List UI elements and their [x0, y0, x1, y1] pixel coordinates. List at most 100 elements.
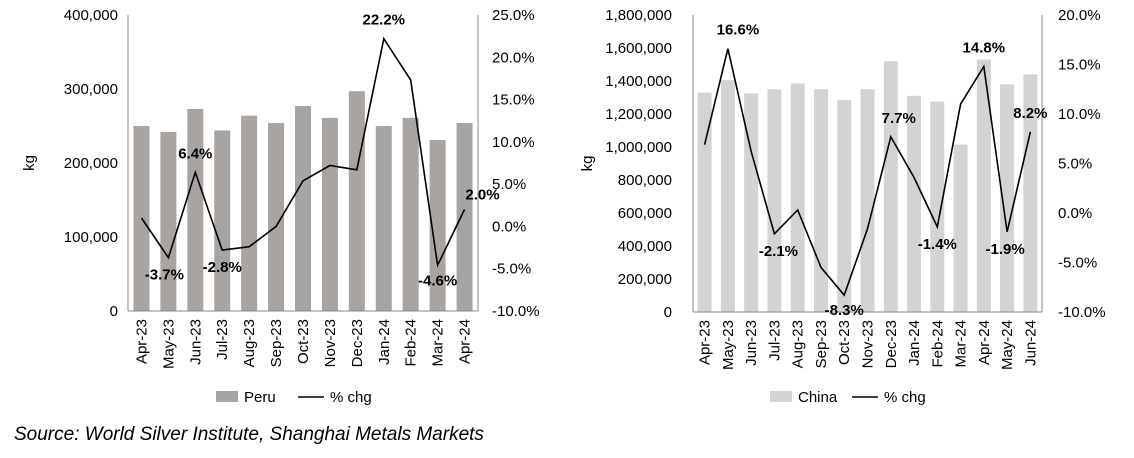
bar	[930, 101, 945, 312]
left-tick-label: 1,000,000	[605, 139, 672, 156]
left-tick-label: 1,800,000	[605, 7, 672, 24]
left-tick-label: 200,000	[64, 155, 118, 172]
left-tick-label: 1,600,000	[605, 40, 672, 57]
bar	[790, 83, 805, 312]
category-label: Nov-23	[322, 319, 339, 367]
point-label: -3.7%	[145, 267, 184, 284]
bar	[837, 99, 852, 312]
category-label: Jun-23	[187, 319, 204, 365]
legend-swatch-bar	[216, 391, 238, 402]
right-tick-label: -5.0%	[1058, 255, 1097, 272]
category-label: Apr-23	[133, 319, 150, 364]
bar	[456, 123, 473, 311]
category-label: Feb-24	[929, 320, 946, 368]
bar	[268, 123, 285, 311]
bar	[976, 59, 991, 312]
category-label: May-23	[160, 319, 177, 369]
right-tick-label: 5.0%	[1058, 156, 1092, 173]
bar	[429, 140, 446, 311]
point-label: -1.4%	[918, 236, 957, 253]
category-label: May-23	[720, 320, 737, 370]
bar	[214, 130, 231, 311]
right-tick-label: 5.0%	[492, 176, 526, 193]
category-label: Dec-23	[349, 319, 366, 367]
right-tick-label: -5.0%	[492, 261, 531, 278]
charts-canvas: 0 100,000 200,000 300,000 400,000 -10.0% -5.0%…	[21, 7, 1106, 406]
category-label: Aug-23	[241, 319, 258, 367]
point-label: -1.9%	[986, 241, 1025, 258]
bar	[187, 108, 204, 311]
category-label: Feb-24	[403, 319, 420, 367]
bar	[813, 89, 828, 312]
pct-change-line	[703, 48, 1032, 297]
point-label: -4.6%	[418, 272, 457, 289]
source-note: Source: World Silver Institute, Shanghai…	[14, 424, 484, 445]
category-label: Jul-23	[766, 320, 783, 361]
left-tick-label: 400,000	[618, 238, 672, 255]
right-tick-label: 0.0%	[492, 218, 526, 235]
legend-label-line: % chg	[330, 389, 372, 406]
category-label: Oct-23	[295, 319, 312, 364]
category-label: Mar-24	[430, 319, 447, 367]
category-label: May-24	[999, 320, 1016, 370]
right-tick-label: 25.0%	[492, 7, 535, 24]
bar	[375, 126, 392, 311]
y-axis-label: kg	[579, 156, 596, 172]
point-label: 8.2%	[1013, 105, 1047, 122]
category-label: Sep-23	[268, 319, 285, 367]
bar	[860, 89, 875, 312]
point-label: -2.8%	[203, 259, 242, 276]
bar	[321, 117, 338, 311]
bar	[720, 80, 735, 312]
right-tick-label: 10.0%	[492, 134, 535, 151]
bar	[767, 89, 782, 312]
right-tick-label: 15.0%	[1058, 57, 1101, 74]
left-tick-label: 800,000	[618, 172, 672, 189]
point-label: 14.8%	[963, 39, 1006, 56]
category-label: Jun-23	[743, 320, 760, 366]
right-tick-label: 20.0%	[492, 49, 535, 66]
category-label: Aug-23	[790, 320, 807, 368]
category-label: Jul-23	[214, 319, 231, 360]
bar	[160, 131, 177, 311]
right-tick-label: -10.0%	[1058, 304, 1106, 321]
left-tick-label: 200,000	[618, 271, 672, 288]
bar	[744, 93, 759, 312]
legend-label-bar: Peru	[244, 389, 276, 406]
bar	[241, 115, 258, 311]
point-label: -8.3%	[825, 302, 864, 319]
point-label: 2.0%	[465, 187, 499, 204]
legend-label-bar: China	[798, 389, 838, 406]
y-axis-label: kg	[21, 155, 38, 171]
category-label: Apr-24	[457, 319, 474, 364]
category-label: Oct-23	[836, 320, 853, 365]
right-tick-label: 10.0%	[1058, 106, 1101, 123]
left-tick-label: 100,000	[64, 229, 118, 246]
pct-change-line	[140, 36, 466, 269]
point-label: 22.2%	[362, 12, 405, 29]
bar	[883, 61, 898, 313]
legend-swatch-bar	[770, 391, 792, 402]
category-label: Apr-23	[697, 320, 714, 365]
point-label: 7.7%	[882, 110, 916, 127]
bar	[295, 106, 311, 312]
left-tick-label: 1,400,000	[605, 73, 672, 90]
category-label: Jan-24	[376, 319, 393, 365]
category-label: Dec-23	[883, 320, 900, 368]
point-label: -2.1%	[759, 243, 798, 260]
bar	[402, 117, 419, 311]
right-tick-label: 20.0%	[1058, 7, 1101, 24]
left-tick-label: 600,000	[618, 205, 672, 222]
point-label: 6.4%	[178, 145, 212, 162]
left-tick-label: 1,200,000	[605, 106, 672, 123]
bar	[1000, 84, 1015, 312]
category-label: Jan-24	[906, 320, 923, 366]
category-label: Sep-23	[813, 320, 830, 368]
category-label: Apr-24	[976, 320, 993, 365]
left-tick-label: 300,000	[64, 81, 118, 98]
bar	[697, 92, 712, 312]
right-tick-label: 0.0%	[1058, 205, 1092, 222]
category-label: Nov-23	[860, 320, 877, 368]
left-tick-label: 0	[110, 303, 118, 320]
category-label: Jun-24	[1022, 320, 1039, 366]
